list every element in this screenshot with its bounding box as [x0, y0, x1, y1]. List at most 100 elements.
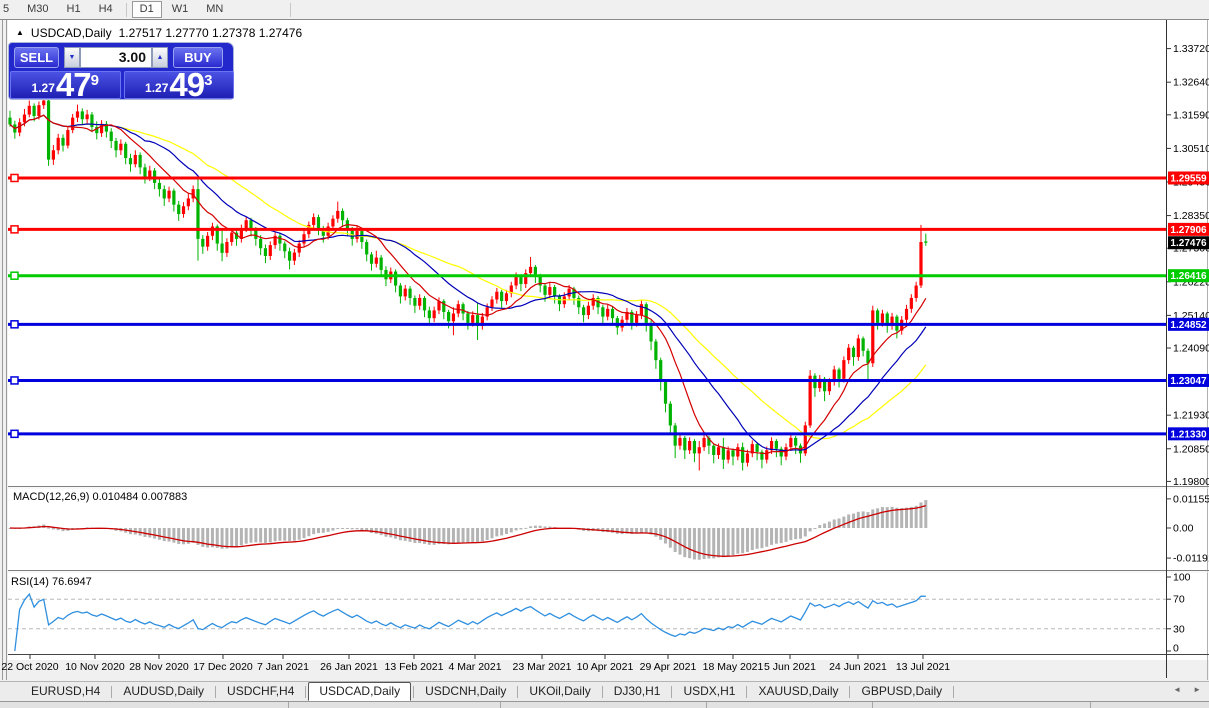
buy-button[interactable]: BUY — [173, 46, 223, 68]
volume-increase-button[interactable]: ▲ — [152, 46, 168, 68]
candle-body — [712, 445, 716, 455]
timeframe-button-5[interactable]: 5 — [3, 3, 10, 15]
status-divider — [288, 702, 289, 708]
timeframe-button-d1[interactable]: D1 — [131, 1, 162, 18]
candle-body — [644, 304, 648, 323]
chart-tab-usdchf-h4[interactable]: USDCHF,H4 — [227, 684, 295, 698]
candle-body — [162, 189, 166, 199]
candle-body — [847, 347, 851, 361]
current-price-box — [1168, 236, 1209, 250]
candle-body — [909, 297, 913, 309]
candle-body — [374, 257, 378, 264]
macd-histogram-bar — [321, 528, 325, 533]
candle-body — [678, 437, 682, 446]
chart-tab-ukoil-daily[interactable]: UKOil,Daily — [529, 684, 591, 698]
tab-scroll-left-icon[interactable]: ◄ — [1173, 685, 1182, 694]
candle-body — [702, 437, 706, 448]
macd-histogram-bar — [288, 528, 292, 542]
rsi-tick-label: 30 — [1173, 623, 1185, 635]
candle-body — [630, 311, 634, 323]
timeframe-button-mn[interactable]: MN — [206, 3, 224, 15]
macd-histogram-bar — [644, 528, 648, 534]
chart-tab-usdx-h1[interactable]: USDX,H1 — [683, 684, 736, 698]
candle-body — [803, 425, 807, 454]
chart-tab-dj30-h1[interactable]: DJ30,H1 — [613, 684, 661, 698]
chart-tab-eurusd-h4[interactable]: EURUSD,H4 — [31, 684, 101, 698]
buy-price-button[interactable]: 1.27 49 3 — [123, 71, 234, 99]
macd-histogram-bar — [866, 512, 870, 529]
price-chart-canvas[interactable]: 1.337201.326401.315901.305101.294301.283… — [0, 19, 1209, 681]
tab-scroll-right-icon[interactable]: ► — [1193, 685, 1201, 694]
macd-histogram-bar — [210, 528, 214, 548]
tab-separator — [746, 685, 748, 698]
macd-histogram-bar — [331, 528, 335, 531]
candle-body — [210, 226, 215, 236]
volume-decrease-button[interactable]: ▼ — [64, 46, 80, 68]
candle-body — [519, 276, 523, 284]
sell-button[interactable]: SELL — [14, 46, 59, 68]
chart-tab-gbpusd-daily[interactable]: GBPUSD,Daily — [861, 684, 943, 698]
sell-price-big-digits: 47 — [55, 71, 92, 99]
timeframe-button-m30[interactable]: M30 — [27, 3, 49, 15]
date-tick-label: 17 Dec 2020 — [193, 661, 253, 673]
collapse-panel-arrow-icon[interactable]: ▲ — [16, 28, 24, 37]
macd-histogram-bar — [856, 511, 860, 529]
candle-body — [659, 360, 663, 382]
candle-body — [842, 360, 846, 379]
candle-body — [230, 232, 234, 242]
timeframe-button-w1[interactable]: W1 — [171, 3, 189, 15]
macd-histogram-bar — [157, 528, 161, 540]
macd-histogram-bar — [186, 528, 190, 544]
toolbar-separator — [290, 2, 292, 17]
candle-body — [104, 123, 108, 132]
candle-body — [442, 301, 446, 312]
macd-histogram-bar — [51, 528, 55, 530]
candle-body — [114, 140, 118, 151]
candle-body — [244, 220, 248, 229]
volume-input[interactable]: 3.00 — [80, 46, 152, 68]
macd-histogram-bar — [813, 528, 817, 530]
macd-histogram-bar — [808, 528, 812, 532]
candle-body — [688, 440, 692, 451]
triangle-up-icon: ▲ — [156, 53, 164, 61]
candle-body — [316, 217, 321, 229]
candle-body — [755, 444, 759, 452]
chart-title: ▲ USDCAD,Daily 1.27517 1.27770 1.27378 1… — [16, 26, 302, 40]
macd-histogram-bar — [403, 528, 407, 541]
tab-separator — [953, 685, 955, 698]
macd-histogram-bar — [476, 528, 480, 542]
candle-body — [239, 228, 243, 239]
candle-body — [663, 381, 668, 404]
candle-body — [480, 316, 484, 326]
chart-tab-usdcnh-daily[interactable]: USDCNH,Daily — [425, 684, 507, 698]
chart-tab-usdcad-daily[interactable]: USDCAD,Daily — [308, 682, 412, 701]
macd-histogram-bar — [461, 528, 465, 543]
macd-histogram-bar — [924, 500, 928, 529]
candle-body — [485, 307, 489, 317]
macd-histogram-bar — [880, 507, 884, 529]
chart-tab-xauusd-daily[interactable]: XAUUSD,Daily — [758, 684, 839, 698]
macd-histogram-bar — [721, 528, 725, 558]
candle-body — [726, 450, 730, 460]
candle-body — [167, 190, 171, 199]
candle-body — [514, 276, 518, 286]
timeframe-button-h1[interactable]: H1 — [66, 3, 81, 15]
macd-histogram-bar — [784, 528, 788, 542]
macd-histogram-bar — [905, 507, 909, 529]
timeframe-button-h4[interactable]: H4 — [98, 3, 113, 15]
buy-price-big-digits: 49 — [169, 71, 205, 99]
macd-histogram-bar — [432, 528, 436, 545]
macd-signal-line — [9, 504, 926, 557]
candle-body — [760, 451, 764, 460]
candle-body — [432, 310, 436, 319]
candle-body — [42, 100, 46, 106]
chart-tab-audusd-daily[interactable]: AUDUSD,Daily — [123, 684, 205, 698]
sell-price-button[interactable]: 1.27 47 9 — [10, 71, 121, 99]
macd-histogram-bar — [177, 528, 181, 544]
macd-histogram-bar — [529, 526, 533, 529]
candle-body — [649, 322, 653, 342]
price-tick-label: 1.20850 — [1173, 443, 1209, 455]
candle-body — [234, 232, 239, 239]
macd-histogram-bar — [548, 526, 552, 529]
candle-body — [75, 111, 80, 118]
